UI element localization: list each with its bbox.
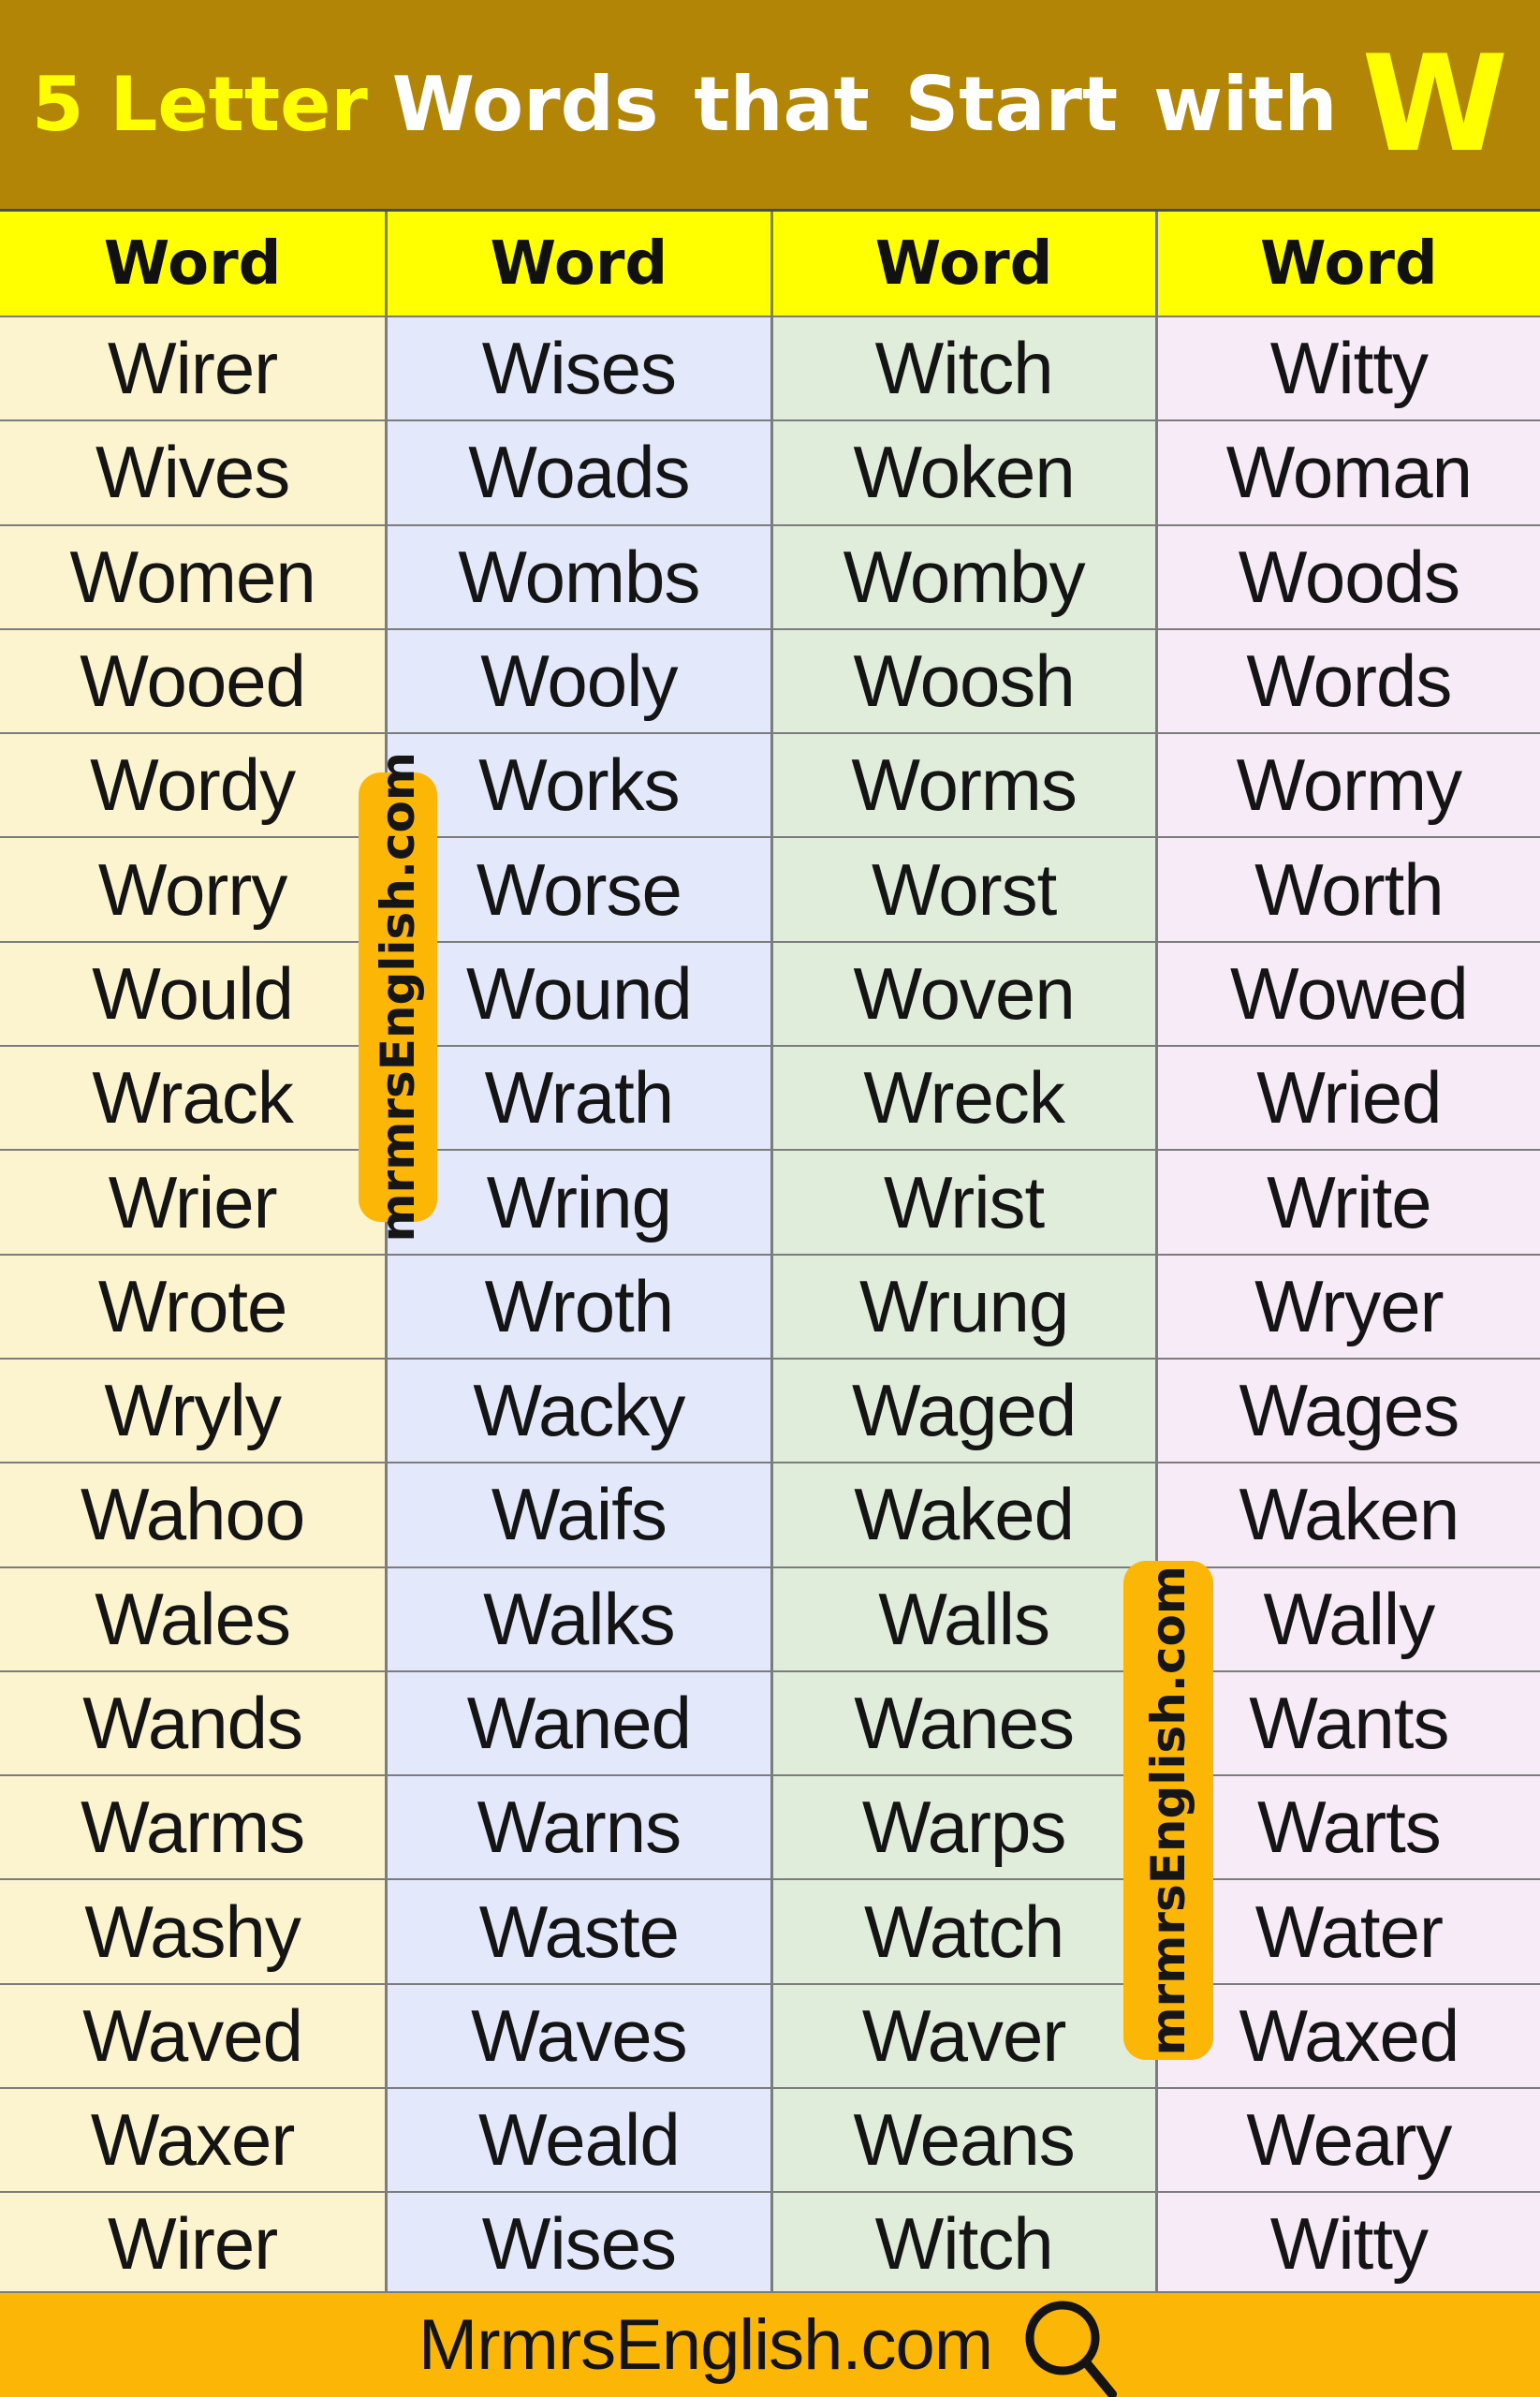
word-cell: Wombs <box>385 523 770 628</box>
word-cell: Wirer <box>0 2191 386 2296</box>
word-cell: Waved <box>0 1982 386 2088</box>
title-middle: Words that Start with <box>391 61 1338 148</box>
word-cell: Wanes <box>770 1669 1155 1775</box>
word-cell: Wrath <box>385 1045 770 1150</box>
word-table: Word Word Word Word Wirer Wises Witch Witty Wive… <box>0 209 1540 2296</box>
word-cell: Women <box>0 523 386 628</box>
watermark-badge: mrmrsEnglish.com <box>1123 1561 1213 2060</box>
word-cell: Warns <box>385 1774 770 1879</box>
word-cell: Weald <box>385 2087 770 2192</box>
word-cell: Worms <box>770 732 1155 837</box>
word-cell: Wands <box>0 1669 386 1775</box>
footer-site-text: MrmrsEnglish.com <box>418 2305 993 2385</box>
word-cell: Washy <box>0 1878 386 1983</box>
word-cell: Wives <box>0 419 386 524</box>
word-cell: Wirer <box>0 316 386 420</box>
word-cell: Worth <box>1154 836 1540 941</box>
word-cell: Wreck <box>770 1045 1155 1150</box>
word-cell: Words <box>1154 627 1540 733</box>
word-cell: Waked <box>770 1462 1155 1566</box>
word-cell: Woven <box>770 940 1155 1046</box>
word-cell: Woman <box>1154 419 1540 524</box>
word-cell: Waned <box>385 1669 770 1775</box>
word-cell: Wowed <box>1154 940 1540 1046</box>
column-header: Word <box>385 212 770 316</box>
word-cell: Woads <box>385 419 770 524</box>
word-cell: Waxer <box>0 2087 386 2192</box>
word-cell: Woosh <box>770 627 1155 733</box>
word-cell: Wages <box>1154 1357 1540 1463</box>
word-cell: Waste <box>385 1878 770 1983</box>
word-cell: Warps <box>770 1774 1155 1879</box>
word-cell: Wryer <box>1154 1253 1540 1358</box>
word-cell: Wally <box>1154 1566 1540 1670</box>
word-cell: Works <box>385 732 770 837</box>
word-cell: Waged <box>770 1357 1155 1463</box>
word-cell: Wring <box>385 1149 770 1254</box>
column-header: Word <box>1154 212 1540 316</box>
word-cell: Wises <box>385 316 770 420</box>
word-cell: Worse <box>385 836 770 941</box>
word-cell: Witty <box>1154 316 1540 420</box>
word-cell: Wrote <box>0 1253 386 1358</box>
page-title: 5 Letter Words that Start with W <box>0 0 1540 209</box>
word-cell: Waken <box>1154 1462 1540 1566</box>
word-cell: Wooly <box>385 627 770 733</box>
word-cell: Wrung <box>770 1253 1155 1358</box>
word-cell: Weans <box>770 2087 1155 2192</box>
word-cell: Weary <box>1154 2087 1540 2192</box>
search-icon <box>1025 2301 1118 2397</box>
word-cell: Write <box>1154 1149 1540 1254</box>
word-cell: Warts <box>1154 1774 1540 1879</box>
word-cell: Wales <box>0 1566 386 1670</box>
word-cell: Wound <box>385 940 770 1046</box>
word-cell: Wrier <box>0 1149 386 1254</box>
title-letter: W <box>1361 26 1509 182</box>
word-cell: Witch <box>770 316 1155 420</box>
word-cell: Witch <box>770 2191 1155 2296</box>
word-cell: Waver <box>770 1982 1155 2088</box>
footer-bar: MrmrsEnglish.com <box>0 2291 1540 2397</box>
word-cell: Witty <box>1154 2191 1540 2296</box>
word-cell: Walks <box>385 1566 770 1670</box>
word-cell: Waifs <box>385 1462 770 1566</box>
word-cell: Wordy <box>0 732 386 837</box>
word-cell: Waves <box>385 1982 770 2088</box>
watermark-text: mrmrsEnglish.com <box>1141 1565 1195 2056</box>
word-cell: Wryly <box>0 1357 386 1463</box>
watermark-text: mrmrsEnglish.com <box>371 752 425 1243</box>
word-cell: Would <box>0 940 386 1046</box>
word-cell: Wrack <box>0 1045 386 1150</box>
word-cell: Wrist <box>770 1149 1155 1254</box>
word-cell: Wroth <box>385 1253 770 1358</box>
word-cell: Woods <box>1154 523 1540 628</box>
column-header: Word <box>0 212 386 316</box>
word-cell: Watch <box>770 1878 1155 1983</box>
word-cell: Wacky <box>385 1357 770 1463</box>
word-cell: Wises <box>385 2191 770 2296</box>
word-cell: Wormy <box>1154 732 1540 837</box>
word-cell: Water <box>1154 1878 1540 1983</box>
watermark-badge: mrmrsEnglish.com <box>359 752 437 1243</box>
word-cell: Wooed <box>0 627 386 733</box>
word-cell: Worst <box>770 836 1155 941</box>
title-prefix: 5 Letter <box>31 61 368 148</box>
word-cell: Warms <box>0 1774 386 1879</box>
word-cell: Womby <box>770 523 1155 628</box>
word-cell: Wahoo <box>0 1462 386 1566</box>
word-cell: Wried <box>1154 1045 1540 1150</box>
word-cell: Woken <box>770 419 1155 524</box>
word-cell: Waxed <box>1154 1982 1540 2088</box>
word-cell: Worry <box>0 836 386 941</box>
word-cell: Walls <box>770 1566 1155 1670</box>
column-header: Word <box>770 212 1155 316</box>
